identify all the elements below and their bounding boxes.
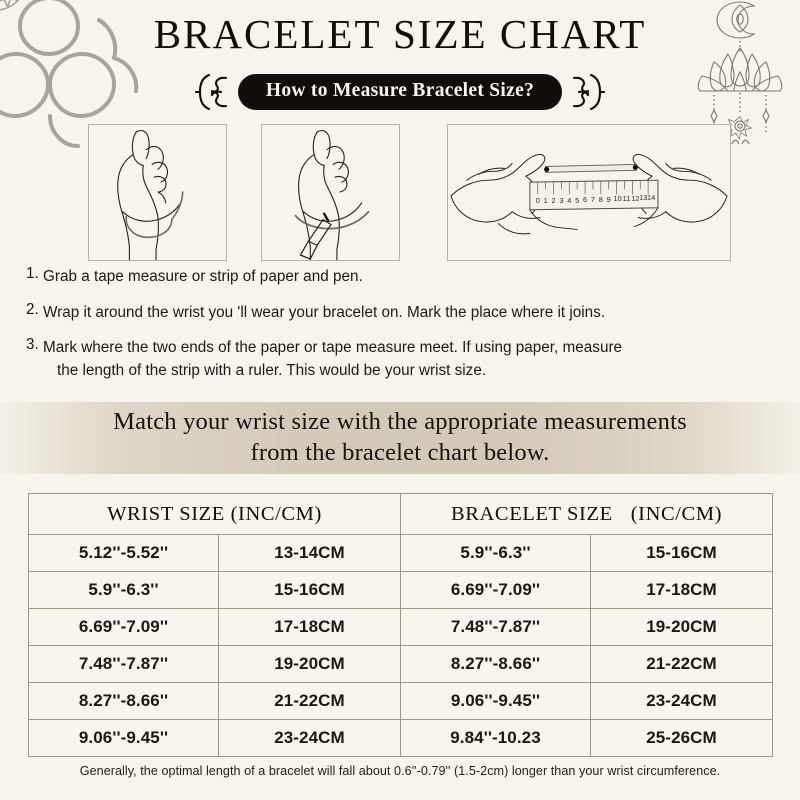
page-title: BRACELET SIZE CHART — [153, 11, 647, 57]
table-row: 7.48''-7.87'' 19-20CM 8.27''-8.66'' 21-2… — [28, 645, 774, 683]
size-chart-table-wrap: WRIST SIZE (INC/CM) BRACELET SIZE (INC/CM… — [27, 493, 774, 757]
svg-text:14: 14 — [647, 193, 655, 202]
table-row: 5.9''-6.3'' 15-16CM 6.69''-7.09'' 17-18C… — [28, 571, 774, 609]
cell-bracelet-cm: 17-18CM — [590, 571, 774, 609]
size-chart-table: WRIST SIZE (INC/CM) BRACELET SIZE (INC/CM… — [27, 493, 774, 757]
illustration-hand-marking-tape-with-pen — [261, 124, 400, 261]
cell-wrist-cm: 21-22CM — [217, 682, 402, 720]
svg-text:12: 12 — [631, 194, 639, 203]
step-number: 1. — [26, 265, 39, 282]
cell-bracelet-cm: 15-16CM — [590, 534, 774, 572]
measure-steps-list: 1. Grab a tape measure or strip of paper… — [26, 266, 778, 396]
svg-text:8: 8 — [599, 195, 603, 204]
table-header-row: WRIST SIZE (INC/CM) BRACELET SIZE (INC/CM… — [27, 493, 774, 535]
cell-wrist-inch: 7.48''-7.87'' — [28, 645, 219, 683]
svg-text:2: 2 — [551, 196, 555, 205]
svg-text:7: 7 — [591, 195, 595, 204]
cell-bracelet-inch: 5.9''-6.3'' — [400, 534, 592, 572]
list-item: 1. Grab a tape measure or strip of paper… — [26, 266, 778, 289]
cell-bracelet-inch: 9.06''-9.45'' — [400, 682, 592, 720]
column-header-bracelet-size-unit: (INC/CM) — [630, 502, 723, 525]
column-header-wrist-size: WRIST SIZE (INC/CM) — [27, 493, 402, 535]
cell-wrist-cm: 23-24CM — [217, 719, 402, 757]
cell-bracelet-inch: 9.84''-10.23 — [400, 719, 592, 757]
svg-text:11: 11 — [623, 194, 631, 203]
column-header-bracelet-size: BRACELET SIZE (INC/CM) — [400, 493, 774, 535]
cell-bracelet-cm: 23-24CM — [590, 682, 774, 720]
svg-text:9: 9 — [607, 195, 611, 204]
list-item: 2. Wrap it around the wrist you 'll wear… — [26, 300, 778, 325]
cell-bracelet-cm: 19-20CM — [590, 608, 774, 646]
cell-bracelet-inch: 8.27''-8.66'' — [400, 645, 592, 683]
table-body: 5.12''-5.52'' 13-14CM 5.9''-6.3'' 15-16C… — [28, 534, 774, 757]
table-row: 6.69''-7.09'' 17-18CM 7.48''-7.87'' 19-2… — [28, 608, 774, 646]
svg-text:5: 5 — [575, 196, 579, 205]
illustration-hand-with-tape-loop — [88, 124, 227, 261]
cell-wrist-inch: 8.27''-8.66'' — [28, 682, 219, 720]
cell-wrist-inch: 9.06''-9.45'' — [28, 719, 219, 757]
svg-text:1: 1 — [544, 196, 548, 205]
footnote: Generally, the optimal length of a brace… — [79, 764, 721, 778]
cell-wrist-cm: 19-20CM — [217, 645, 402, 683]
svg-text:4: 4 — [567, 196, 571, 205]
table-row: 5.12''-5.52'' 13-14CM 5.9''-6.3'' 15-16C… — [28, 534, 774, 572]
svg-text:6: 6 — [583, 195, 587, 204]
table-row: 9.06''-9.45'' 23-24CM 9.84''-10.23 25-26… — [28, 719, 774, 757]
svg-text:10: 10 — [613, 194, 621, 203]
cell-bracelet-inch: 6.69''-7.09'' — [400, 571, 592, 609]
flourish-left-icon — [194, 73, 227, 111]
list-item: 3. Mark where the two ends of the paper … — [26, 337, 778, 382]
step-text: Grab a tape measure or strip of paper an… — [43, 268, 363, 285]
svg-text:13: 13 — [639, 193, 647, 202]
table-row: 8.27''-8.66'' 21-22CM 9.06''-9.45'' 23-2… — [28, 682, 774, 720]
cell-wrist-cm: 17-18CM — [217, 608, 402, 646]
banner-line-2: from the bracelet chart below. — [250, 439, 550, 466]
match-instruction-banner: Match your wrist size with the appropria… — [0, 402, 800, 474]
cell-wrist-cm: 13-14CM — [217, 534, 402, 572]
cell-wrist-inch: 5.12''-5.52'' — [28, 534, 219, 572]
svg-text:0: 0 — [536, 196, 540, 205]
cell-bracelet-cm: 21-22CM — [590, 645, 774, 683]
cell-wrist-cm: 15-16CM — [217, 571, 402, 609]
step-number: 3. — [26, 336, 39, 354]
step-text-continued: the length of the strip with a ruler. Th… — [57, 361, 487, 379]
step-number: 2. — [26, 300, 39, 318]
cell-wrist-inch: 5.9''-6.3'' — [28, 571, 219, 609]
subtitle-row: How to Measure Bracelet Size? — [0, 72, 800, 112]
svg-text:3: 3 — [559, 196, 563, 205]
banner-line-1: Match your wrist size with the appropria… — [113, 408, 687, 436]
cell-bracelet-cm: 25-26CM — [590, 719, 774, 757]
cell-wrist-inch: 6.69''-7.09'' — [28, 608, 219, 646]
cell-bracelet-inch: 7.48''-7.87'' — [400, 608, 592, 646]
flourish-right-icon — [573, 73, 606, 111]
step-text: Mark where the two ends of the paper or … — [43, 339, 623, 357]
column-header-bracelet-size-main: BRACELET SIZE — [450, 502, 613, 525]
step-text: Wrap it around the wrist you 'll wear yo… — [43, 303, 606, 321]
subtitle-pill: How to Measure Bracelet Size? — [237, 73, 563, 111]
